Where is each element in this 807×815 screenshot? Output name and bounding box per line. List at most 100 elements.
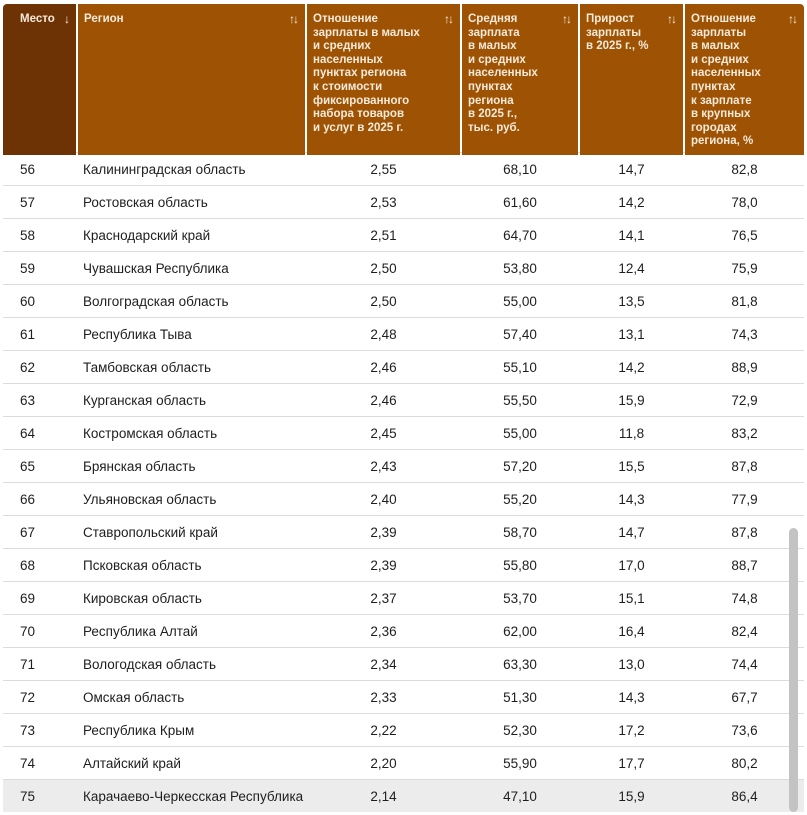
value-cell: 2,39 (370, 524, 397, 540)
column-label-ratio-goods: Отношение зарплаты в малых и средних нас… (313, 13, 420, 134)
column-header-salary-growth[interactable]: Прирост зарплаты в 2025 г., % ↑↓ (580, 4, 683, 155)
column-header-ratio-goods[interactable]: Отношение зарплаты в малых и средних нас… (307, 4, 460, 155)
sort-toggle-icon[interactable]: ↑↓ (788, 12, 798, 26)
value-cell: 55,80 (503, 557, 537, 573)
value-cell: 86,4 (731, 788, 758, 804)
value-cell: 2,34 (370, 656, 397, 672)
column-label-region: Регион (84, 13, 124, 25)
region-cell: Тамбовская область (83, 359, 212, 375)
sort-active-descending-icon[interactable]: ↓ (64, 12, 70, 26)
value-cell: 2,43 (370, 458, 397, 474)
value-cell: 15,1 (618, 590, 645, 606)
region-cell: Краснодарский край (83, 227, 211, 243)
region-cell: Костромская область (83, 425, 218, 441)
rank-cell: 57 (20, 194, 36, 210)
table-row: 65 Брянская область 2,43 57,20 15,5 87,8 (3, 449, 804, 482)
value-cell: 11,8 (618, 425, 645, 441)
rank-cell: 71 (20, 656, 36, 672)
value-cell: 2,39 (370, 557, 397, 573)
value-cell: 62,00 (503, 623, 537, 639)
value-cell: 52,30 (503, 722, 537, 738)
value-cell: 81,8 (731, 293, 758, 309)
value-cell: 17,0 (618, 557, 645, 573)
value-cell: 53,80 (503, 260, 537, 276)
rank-cell: 65 (20, 458, 36, 474)
column-header-avg-salary[interactable]: Средняя зарплата в малых и средних насел… (462, 4, 578, 155)
rank-cell: 62 (20, 359, 36, 375)
value-cell: 12,4 (618, 260, 645, 276)
value-cell: 74,8 (731, 590, 758, 606)
table-row: 57 Ростовская область 2,53 61,60 14,2 78,0 (3, 185, 804, 218)
sort-toggle-icon[interactable]: ↑↓ (289, 12, 299, 26)
region-cell: Карачаево-Черкесская Республика (83, 788, 304, 804)
region-cell: Ставропольский край (83, 524, 218, 540)
rank-cell: 68 (20, 557, 36, 573)
value-cell: 72,9 (731, 392, 758, 408)
value-cell: 83,2 (731, 425, 758, 441)
value-cell: 67,7 (731, 689, 758, 705)
value-cell: 53,70 (503, 590, 537, 606)
value-cell: 82,8 (731, 161, 758, 177)
table-row: 71 Вологодская область 2,34 63,30 13,0 74,4 (3, 647, 804, 680)
value-cell: 63,30 (503, 656, 537, 672)
column-label-avg-salary: Средняя зарплата в малых и средних насел… (468, 13, 538, 134)
value-cell: 2,55 (370, 161, 397, 177)
table-row: 62 Тамбовская область 2,46 55,10 14,2 88,9 (3, 350, 804, 383)
region-cell: Псковская область (83, 557, 202, 573)
table-row: 56 Калининградская область 2,55 68,10 14,7 82… (3, 152, 804, 185)
table-row: 73 Республика Крым 2,22 52,30 17,2 73,6 (3, 713, 804, 746)
rank-cell: 74 (20, 755, 36, 771)
region-cell: Кировская область (83, 590, 202, 606)
rank-cell: 72 (20, 689, 36, 705)
table-row: 58 Краснодарский край 2,51 64,70 14,1 76,5 (3, 218, 804, 251)
value-cell: 78,0 (731, 194, 758, 210)
region-cell: Омская область (83, 689, 185, 705)
value-cell: 57,40 (503, 326, 537, 342)
region-cell: Вологодская область (83, 656, 216, 672)
region-cell: Республика Крым (83, 722, 195, 738)
rank-cell: 67 (20, 524, 36, 540)
sort-toggle-icon[interactable]: ↑↓ (444, 12, 454, 26)
value-cell: 2,50 (370, 293, 397, 309)
region-cell: Калининградская область (83, 161, 246, 177)
rank-cell: 63 (20, 392, 36, 408)
column-label-rank: Место (20, 13, 55, 25)
value-cell: 2,36 (370, 623, 397, 639)
sort-toggle-icon[interactable]: ↑↓ (667, 12, 677, 26)
table-row: 66 Ульяновская область 2,40 55,20 14,3 77,9 (3, 482, 804, 515)
rank-cell: 75 (20, 788, 36, 804)
value-cell: 14,2 (618, 194, 645, 210)
rank-cell: 58 (20, 227, 36, 243)
value-cell: 74,4 (731, 656, 758, 672)
table-row: 59 Чувашская Республика 2,50 53,80 12,4 75,9 (3, 251, 804, 284)
value-cell: 15,9 (618, 392, 645, 408)
sort-toggle-icon[interactable]: ↑↓ (562, 12, 572, 26)
value-cell: 13,5 (618, 293, 645, 309)
value-cell: 14,3 (618, 689, 645, 705)
value-cell: 57,20 (503, 458, 537, 474)
column-header-rank[interactable]: Место ↓ (3, 4, 76, 155)
value-cell: 88,9 (731, 359, 758, 375)
table-row: 63 Курганская область 2,46 55,50 15,9 72,9 (3, 383, 804, 416)
vertical-scrollbar-thumb[interactable] (789, 528, 798, 812)
region-cell: Республика Тыва (83, 326, 192, 342)
value-cell: 55,10 (503, 359, 537, 375)
value-cell: 55,20 (503, 491, 537, 507)
value-cell: 13,1 (618, 326, 645, 342)
value-cell: 51,30 (503, 689, 537, 705)
rank-cell: 64 (20, 425, 36, 441)
value-cell: 17,2 (618, 722, 645, 738)
region-cell: Ульяновская область (83, 491, 217, 507)
column-header-ratio-cities[interactable]: Отношение зарплаты в малых и средних нас… (685, 4, 804, 155)
region-cell: Курганская область (83, 392, 207, 408)
column-header-region[interactable]: Регион ↑↓ (78, 4, 305, 155)
value-cell: 14,2 (618, 359, 645, 375)
value-cell: 58,70 (503, 524, 537, 540)
region-cell: Чувашская Республика (83, 260, 229, 276)
rank-cell: 56 (20, 161, 36, 177)
region-cell: Республика Алтай (83, 623, 198, 639)
value-cell: 88,7 (731, 557, 758, 573)
value-cell: 80,2 (731, 755, 758, 771)
rank-cell: 66 (20, 491, 36, 507)
